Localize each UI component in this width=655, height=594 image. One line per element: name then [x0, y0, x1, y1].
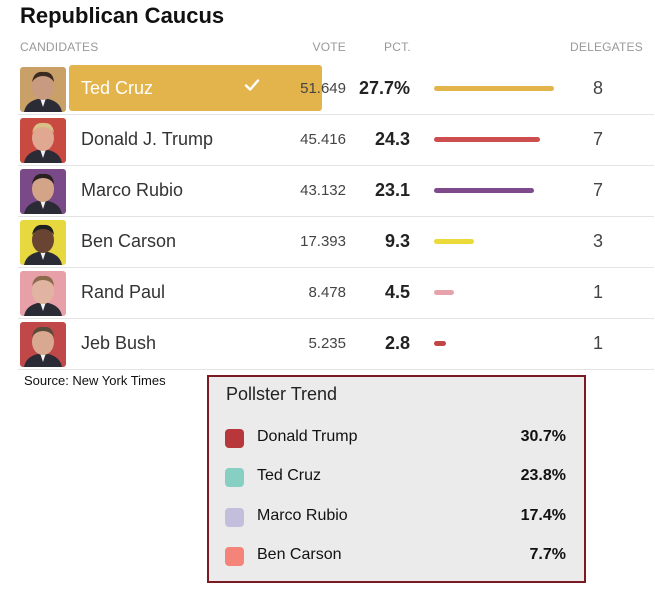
table-row[interactable]: Ben Carson 17.393 9.3 3 — [18, 217, 654, 268]
pct-column-header: PCT. — [384, 40, 411, 54]
percent-bar — [434, 290, 454, 295]
poll-percent: 17.4% — [520, 507, 566, 524]
vote-percent: 9.3 — [384, 231, 410, 251]
pollster-trend-panel: Pollster Trend Donald Trump 30.7% Ted Cruz… — [207, 375, 586, 583]
percent-bar — [434, 239, 474, 244]
checkmark-icon — [243, 76, 261, 94]
delegates-column-header: DELEGATES — [570, 40, 643, 54]
candidate-photo — [20, 67, 66, 112]
vote-count: 17.393 — [300, 233, 346, 250]
percent-bar — [434, 341, 446, 346]
delegate-count: 1 — [592, 282, 603, 302]
table-row[interactable]: Jeb Bush 5.235 2.8 1 — [18, 319, 654, 370]
vote-count: 45.416 — [300, 131, 346, 148]
vote-count: 8.478 — [308, 284, 346, 301]
candidate-photo — [20, 220, 66, 265]
percent-bar — [434, 188, 534, 193]
list-item: Ted Cruz 23.8% — [209, 465, 584, 489]
candidate-photo — [20, 322, 66, 367]
page-title: Republican Caucus — [20, 3, 225, 28]
poll-percent: 7.7% — [529, 546, 566, 563]
table-row[interactable]: Donald J. Trump 45.416 24.3 7 — [18, 115, 654, 166]
pollster-trend-title: Pollster Trend — [226, 384, 338, 404]
candidate-name: Marco Rubio — [81, 180, 184, 200]
candidate-name: Rand Paul — [81, 282, 166, 302]
legend-swatch — [225, 547, 244, 566]
list-item: Ben Carson 7.7% — [209, 544, 584, 568]
vote-count: 5.235 — [308, 335, 346, 352]
candidate-name: Ben Carson — [81, 231, 177, 251]
candidate-name: Jeb Bush — [81, 333, 157, 353]
vote-percent: 23.1 — [374, 180, 410, 200]
vote-percent: 24.3 — [374, 129, 410, 149]
delegate-count: 1 — [592, 333, 603, 353]
winner-highlight — [69, 65, 322, 111]
vote-count: 51.649 — [300, 80, 346, 97]
vote-column-header: VOTE — [312, 40, 346, 54]
delegate-count: 7 — [592, 180, 603, 200]
vote-count: 43.132 — [300, 182, 346, 199]
legend-swatch — [225, 468, 244, 487]
delegate-count: 3 — [592, 231, 603, 251]
table-row[interactable]: Ted Cruz 51.649 27.7% 8 — [18, 64, 654, 115]
source-note: Source: New York Times — [24, 373, 166, 388]
candidate-name: Ted Cruz — [81, 78, 154, 98]
table-row[interactable]: Marco Rubio 43.132 23.1 7 — [18, 166, 654, 217]
list-item: Donald Trump 30.7% — [209, 426, 584, 450]
percent-bar — [434, 86, 554, 91]
candidate-photo — [20, 118, 66, 163]
legend-swatch — [225, 508, 244, 527]
delegate-count: 7 — [592, 129, 603, 149]
legend-swatch — [225, 429, 244, 448]
poll-candidate-name: Ben Carson — [257, 546, 342, 563]
poll-candidate-name: Ted Cruz — [257, 467, 322, 484]
candidate-photo — [20, 271, 66, 316]
list-item: Marco Rubio 17.4% — [209, 505, 584, 529]
candidate-name: Donald J. Trump — [81, 129, 214, 149]
poll-candidate-name: Donald Trump — [257, 428, 358, 445]
vote-percent: 27.7% — [358, 78, 410, 98]
candidates-column-header: CANDIDATES — [20, 40, 99, 54]
vote-percent: 4.5 — [384, 282, 410, 302]
delegate-count: 8 — [592, 78, 603, 98]
poll-percent: 23.8% — [520, 467, 566, 484]
poll-candidate-name: Marco Rubio — [257, 507, 348, 524]
vote-percent: 2.8 — [384, 333, 410, 353]
table-row[interactable]: Rand Paul 8.478 4.5 1 — [18, 268, 654, 319]
percent-bar — [434, 137, 540, 142]
candidate-photo — [20, 169, 66, 214]
poll-percent: 30.7% — [520, 428, 566, 445]
